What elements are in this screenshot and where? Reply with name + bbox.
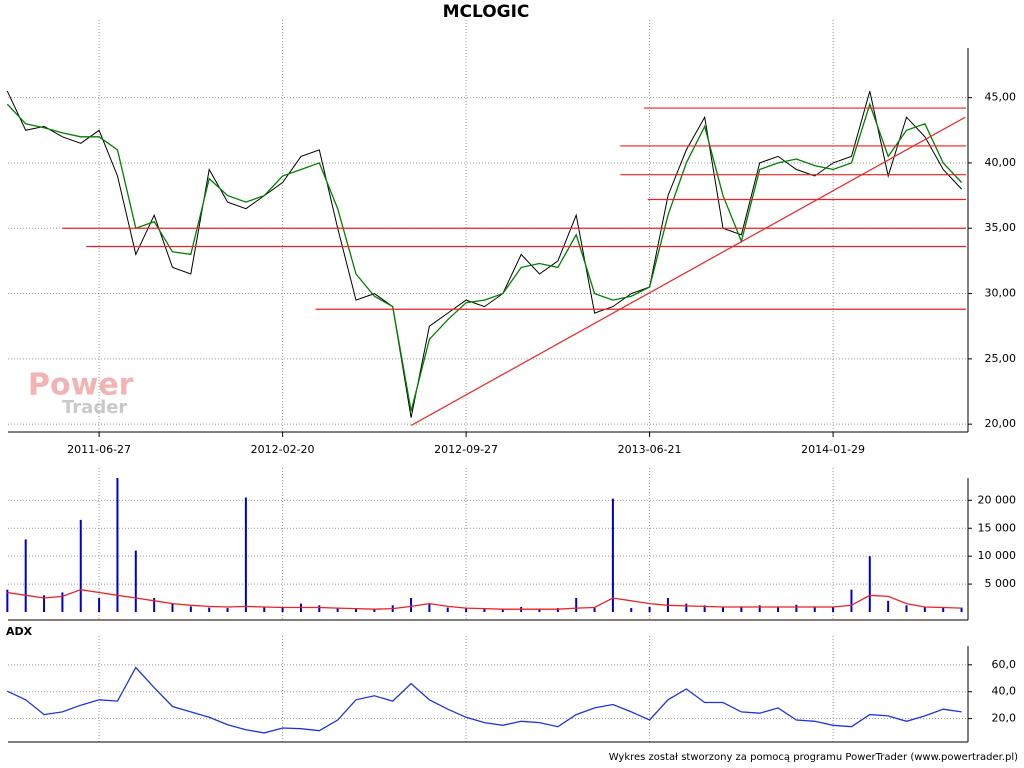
y-tick-label: 40,00: [985, 156, 1017, 169]
series-line: [6, 90, 962, 418]
volume-bar: [887, 600, 890, 612]
y-tick-label: 20,00: [985, 417, 1017, 430]
y-tick-label: 5 000: [985, 577, 1017, 590]
volume-bar: [777, 606, 780, 612]
volume-bar: [538, 608, 541, 612]
volume-bar: [263, 606, 266, 612]
y-tick-label: 20,0: [992, 712, 1017, 725]
volume-bar: [795, 604, 798, 612]
volume-bar: [740, 606, 743, 612]
volume-bar: [6, 589, 9, 612]
volume-bar: [465, 608, 468, 612]
volume-bar: [171, 603, 174, 612]
volume-bar: [281, 607, 284, 612]
x-tick-label: 2014-01-29: [801, 443, 865, 456]
series-line: [6, 102, 963, 412]
volume-bar: [942, 607, 945, 612]
panel-title: ADX: [6, 625, 33, 638]
volume-bar: [336, 608, 339, 612]
volume-bar: [43, 595, 46, 612]
volume-bar: [832, 607, 835, 612]
volume-bar: [501, 609, 504, 612]
volume-bar: [483, 608, 486, 612]
volume-bar: [446, 607, 449, 612]
y-tick-label: 40,0: [992, 685, 1017, 698]
watermark: Power: [28, 368, 134, 403]
y-tick-label: 25,00: [985, 352, 1017, 365]
volume-bar: [24, 539, 27, 612]
volume-bar: [593, 607, 596, 612]
y-tick-label: 45,00: [985, 91, 1017, 104]
volume-bar: [98, 598, 101, 612]
volume-bar: [226, 608, 229, 612]
volume-bar: [722, 606, 724, 612]
volume-bar: [850, 589, 853, 612]
x-tick-label: 2011-06-27: [67, 443, 131, 456]
volume-bar: [79, 519, 82, 612]
volume-bar: [813, 606, 816, 612]
chart-title: MCLOGIC: [443, 2, 530, 22]
series-line: [7, 589, 962, 610]
volume-bar: [685, 603, 688, 612]
volume-bar: [611, 498, 614, 612]
volume-bar: [556, 608, 559, 612]
volume-bar: [134, 550, 137, 612]
volume-bar: [905, 605, 908, 612]
volume-bar: [703, 605, 706, 612]
x-tick-label: 2012-09-27: [434, 443, 498, 456]
footer: Wykres został stworzony za pomocą progra…: [609, 752, 1018, 763]
volume-bar: [630, 608, 633, 612]
volume-bar: [153, 598, 156, 612]
volume-bar: [373, 609, 376, 612]
volume-bar: [189, 606, 192, 612]
volume-bar: [648, 606, 651, 612]
y-tick-label: 60,0: [992, 658, 1017, 671]
series-line: [7, 666, 962, 734]
trend-line: [410, 116, 966, 426]
volume-bar: [868, 556, 871, 612]
volume-bar: [318, 605, 321, 612]
x-tick-label: 2013-06-21: [618, 443, 682, 456]
y-tick-label: 15 000: [978, 521, 1017, 534]
x-tick-label: 2012-02-20: [251, 443, 315, 456]
volume-bar: [116, 478, 119, 612]
y-tick-label: 35,00: [985, 221, 1017, 234]
volume-bar: [61, 592, 64, 612]
y-tick-label: 30,00: [985, 287, 1017, 300]
volume-bar: [758, 605, 761, 612]
volume-bar: [410, 598, 413, 612]
watermark: Trader: [62, 397, 127, 418]
volume-bar: [244, 497, 247, 612]
y-tick-label: 20 000: [978, 493, 1017, 506]
y-tick-label: 10 000: [978, 549, 1017, 562]
volume-bar: [960, 607, 963, 612]
volume-bar: [355, 608, 357, 612]
volume-bar: [208, 607, 211, 612]
volume-bar: [428, 603, 431, 612]
volume-bar: [575, 598, 578, 612]
volume-bar: [923, 606, 926, 612]
